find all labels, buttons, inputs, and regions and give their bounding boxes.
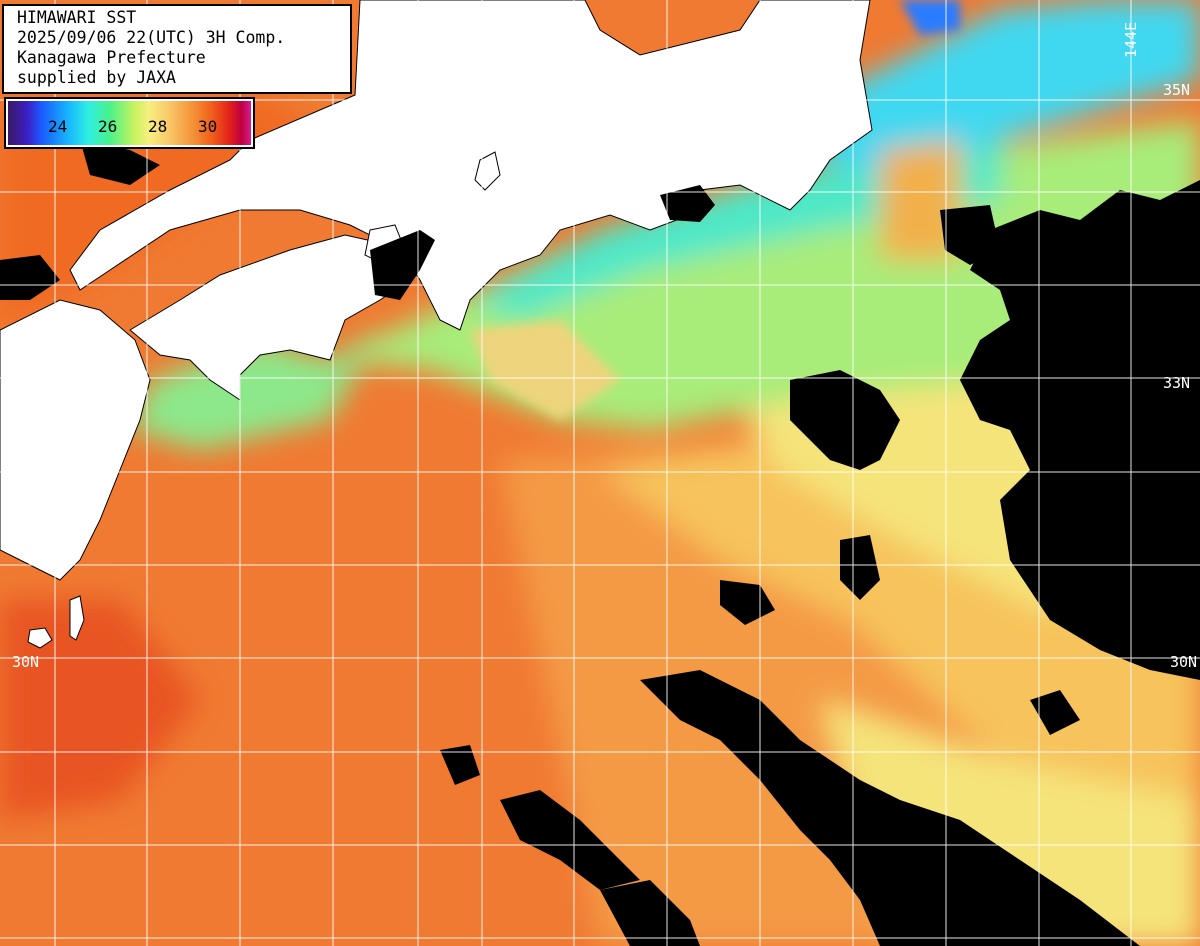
info-title: HIMAWARI SST [17, 8, 137, 27]
info-source: supplied by JAXA [17, 68, 176, 87]
lat-label-30n-right: 30N [1170, 653, 1197, 671]
legend-label-30: 30 [198, 117, 218, 136]
lon-label-136e: 136E [483, 12, 501, 48]
land [0, 0, 873, 649]
info-region: Kanagawa Prefecture [17, 48, 206, 67]
color-scale-legend: 24 26 28 30 [4, 97, 255, 149]
lat-label-35n: 35N [1163, 81, 1190, 99]
lat-label-30n-left: 30N [12, 653, 39, 671]
lat-label-33n: 33N [1163, 374, 1190, 392]
color-scale-bar [8, 101, 251, 145]
clouds [0, 140, 1200, 946]
lon-label-144e: 144E [1122, 22, 1140, 58]
legend-label-28: 28 [148, 117, 168, 136]
legend-label-26: 26 [98, 117, 118, 136]
info-timestamp: 2025/09/06 22(UTC) 3H Comp. [17, 28, 286, 47]
legend-label-24: 24 [48, 117, 68, 136]
map-info-box: HIMAWARI SST 2025/09/06 22(UTC) 3H Comp.… [2, 4, 352, 94]
